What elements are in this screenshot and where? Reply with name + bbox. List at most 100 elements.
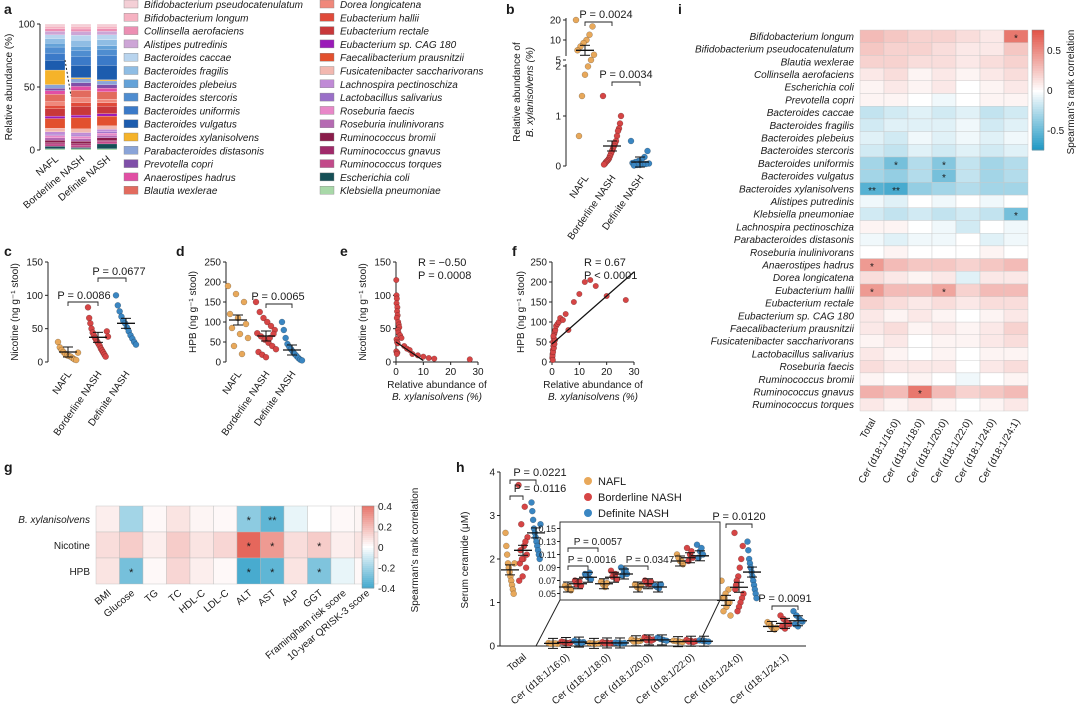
a-y-tick-label: 50	[24, 83, 36, 94]
g-colorbar-step	[362, 512, 374, 515]
i-heatmap-cell	[907, 258, 933, 272]
panel-label-g: g	[4, 459, 13, 475]
g-heatmap-cell	[95, 557, 120, 585]
g-colorbar-step	[362, 562, 374, 565]
h-legend-marker	[584, 477, 592, 485]
g-colorbar-step	[362, 508, 374, 511]
a-legend-label: Alistipes putredinis	[143, 40, 227, 51]
i-colorbar-step	[1032, 145, 1044, 149]
i-row-label: Parabacteroides distasonis	[734, 235, 854, 246]
i-heatmap-cell	[907, 283, 933, 297]
a-bar-segment	[70, 143, 92, 146]
i-heatmap-cell	[955, 144, 981, 158]
b-1-point	[599, 92, 607, 100]
a-bar-segment	[44, 26, 66, 29]
i-heatmap-cell	[1003, 220, 1029, 234]
c-pvalue-1: P = 0.0086	[57, 290, 110, 302]
g-colorbar-step	[362, 564, 374, 567]
h-0-1-point	[522, 564, 530, 571]
e-x-tick-label: 0	[393, 367, 399, 378]
a-legend-label: Bacteroides caccae	[144, 53, 232, 64]
a-legend-swatch	[319, 13, 335, 22]
i-heatmap-cell	[931, 360, 957, 374]
i-heatmap-cell	[859, 271, 885, 285]
d-y-tick-label: 150	[204, 298, 221, 309]
i-heatmap-cell	[931, 385, 957, 399]
a-legend-swatch	[319, 159, 335, 168]
i-heatmap-cell	[931, 321, 957, 336]
h-inset-tick-label: 0.09	[538, 563, 556, 573]
i-heatmap-cell	[907, 144, 933, 158]
a-legend-swatch	[319, 39, 335, 49]
e-y-tick-label: 100	[374, 291, 391, 302]
d-0-point	[238, 350, 246, 358]
a-bar-segment	[44, 94, 66, 102]
a-bar-segment	[96, 65, 118, 80]
a-bar-segment	[70, 117, 92, 129]
a-bar-segment	[44, 90, 66, 95]
i-heatmap-cell	[931, 207, 957, 221]
i-heatmap-cell	[883, 232, 909, 247]
i-heatmap-cell	[907, 55, 933, 69]
i-colorbar-step	[1032, 118, 1044, 122]
a-legend-label: Roseburia faecis	[340, 106, 414, 117]
c-2-point	[114, 302, 122, 309]
i-heatmap-cell	[859, 232, 885, 247]
a-legend-label: Klebsiella pneumoniae	[340, 186, 441, 197]
i-colorbar-step	[1032, 70, 1044, 74]
i-heatmap-cell	[859, 131, 885, 145]
i-heatmap-cell	[907, 182, 933, 196]
i-colorbar-step	[1032, 109, 1044, 113]
i-col-label: Total	[859, 417, 879, 441]
i-colorbar-step	[1032, 58, 1044, 62]
f-x-tick-label: 0	[549, 367, 555, 378]
i-heatmap-cell	[1003, 398, 1029, 412]
e-x-tick-label: 10	[418, 367, 430, 378]
i-heatmap-cell	[979, 296, 1005, 310]
i-heatmap-cell	[907, 245, 933, 259]
a-legend-label: Lactobacillus salivarius	[340, 93, 442, 104]
i-heatmap-cell	[883, 67, 909, 81]
i-heatmap-cell	[907, 398, 933, 412]
g-heatmap-cell	[166, 557, 191, 585]
a-legend-label: Bacteroides stercoris	[144, 93, 237, 104]
b-0-point	[578, 92, 586, 100]
i-heatmap-cell	[883, 144, 909, 158]
i-row-label: Ruminococcus torques	[752, 400, 854, 411]
a-bar-segment	[70, 148, 92, 151]
i-heatmap-cell	[955, 271, 981, 285]
h-0-1-point	[523, 551, 531, 558]
h-inset-3-1-point	[683, 544, 691, 552]
b-ylabel-2: B. xylanisolvens (%)	[525, 47, 536, 137]
i-heatmap-cell	[979, 232, 1005, 247]
i-heatmap-cell	[1003, 232, 1029, 247]
f-point	[592, 282, 599, 290]
i-heatmap-cell	[1003, 93, 1029, 107]
i-heatmap-cell	[931, 334, 957, 348]
i-heatmap-cell	[859, 42, 885, 56]
e-fit-line	[395, 341, 424, 362]
h-inset-pvalue-3: P = 0.0347	[626, 555, 675, 566]
i-heatmap-cell	[955, 55, 981, 69]
a-bar-segment	[44, 46, 66, 54]
i-heatmap-cell	[883, 42, 909, 56]
b-tick-label: 1	[555, 112, 561, 123]
panel-label-i: i	[678, 1, 682, 17]
i-heatmap-cell	[931, 271, 957, 285]
a-bar-segment	[96, 99, 118, 103]
i-heatmap-cell	[907, 118, 933, 132]
e-point	[425, 354, 432, 362]
i-heatmap-cell	[907, 372, 933, 386]
i-heatmap-cell	[955, 105, 981, 120]
h-0-0-point	[503, 551, 511, 558]
a-legend-swatch	[123, 106, 139, 115]
d-0-point	[230, 342, 238, 350]
i-heatmap-cell	[979, 321, 1005, 336]
i-heatmap-cell	[1003, 296, 1029, 310]
a-legend-swatch	[123, 13, 139, 22]
i-heatmap-cell	[907, 42, 933, 56]
i-colorbar-step	[1032, 46, 1044, 50]
f-point	[581, 278, 588, 286]
i-heatmap-cell	[955, 347, 981, 361]
panel-label-f: f	[512, 243, 517, 259]
